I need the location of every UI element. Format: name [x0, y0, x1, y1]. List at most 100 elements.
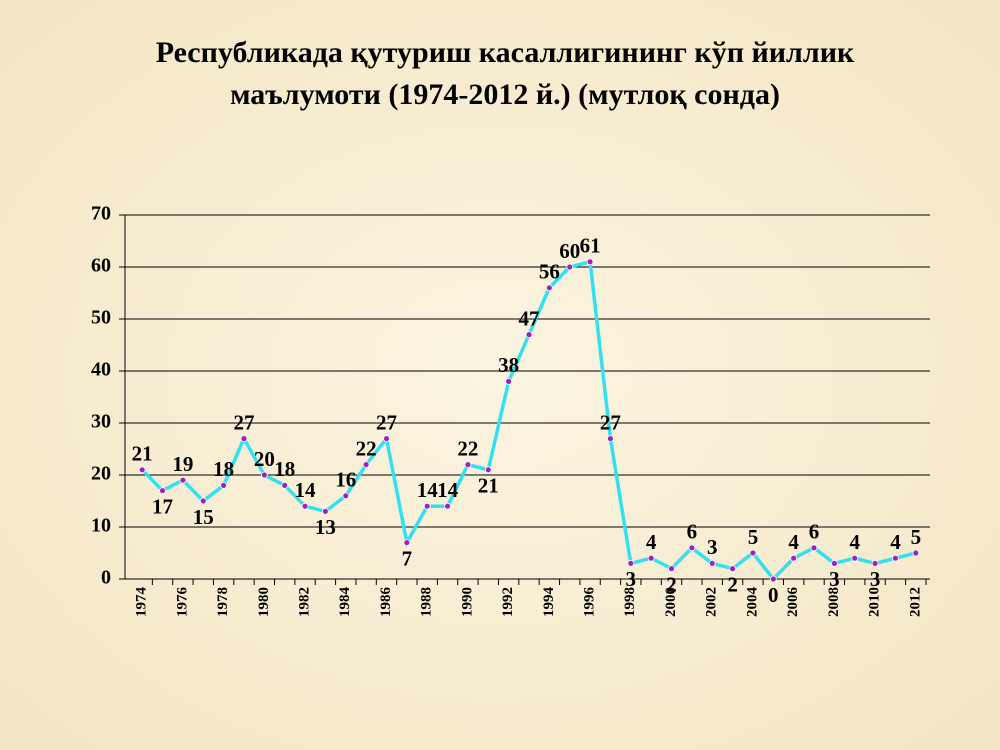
data-point — [545, 284, 553, 292]
data-point — [871, 560, 879, 567]
data-label: 47 — [519, 306, 540, 330]
x-tick-label: 1986 — [378, 587, 394, 618]
data-label: 14 — [295, 478, 317, 502]
data-point — [830, 560, 838, 567]
data-label: 4 — [890, 530, 901, 554]
data-point — [749, 549, 757, 557]
data-label: 2 — [727, 572, 738, 596]
data-point — [505, 377, 513, 385]
data-label: 4 — [646, 530, 657, 554]
data-point — [220, 481, 228, 489]
data-label: 7 — [402, 546, 413, 570]
y-tick-label: 70 — [91, 203, 111, 225]
data-point — [708, 560, 716, 567]
data-label: 15 — [193, 505, 214, 529]
x-tick-label: 1992 — [500, 587, 516, 617]
data-label: 17 — [152, 494, 173, 518]
x-tick-label: 2000 — [663, 587, 679, 617]
x-tick-label: 1974 — [134, 587, 150, 618]
data-label: 3 — [707, 535, 718, 559]
x-tick-label: 1984 — [337, 587, 353, 618]
x-tick-label: 1998 — [622, 587, 638, 617]
x-tick-label: 2002 — [704, 587, 720, 617]
data-point — [322, 507, 329, 515]
data-label: 27 — [376, 410, 397, 434]
data-label: 5 — [748, 525, 759, 549]
x-tick-label: 1978 — [215, 587, 231, 617]
y-tick-label: 60 — [91, 255, 111, 277]
data-point — [383, 435, 390, 443]
data-label: 21 — [132, 442, 153, 466]
y-tick-label: 30 — [91, 411, 111, 433]
data-point — [179, 476, 187, 484]
data-point — [566, 263, 574, 271]
x-tick-label: 1982 — [296, 587, 312, 617]
y-tick-label: 10 — [91, 515, 111, 537]
data-label: 38 — [498, 353, 519, 377]
data-point — [810, 544, 818, 552]
data-label: 14 — [437, 478, 459, 502]
x-tick-label: 1980 — [256, 587, 272, 617]
x-tick-label: 2004 — [744, 587, 760, 618]
data-point — [729, 565, 736, 572]
x-tick-label: 1996 — [582, 587, 598, 618]
data-point — [159, 487, 166, 495]
data-label: 3 — [626, 567, 637, 591]
data-label: 19 — [172, 452, 193, 476]
data-point — [444, 502, 451, 510]
y-tick-label: 50 — [91, 307, 111, 329]
data-point — [464, 461, 472, 469]
data-point — [851, 554, 859, 562]
data-point — [138, 466, 146, 474]
data-point — [790, 554, 798, 562]
data-label: 2 — [666, 572, 677, 596]
data-label: 3 — [829, 567, 840, 591]
data-label: 60 — [559, 239, 580, 263]
data-label: 14 — [417, 478, 439, 502]
data-point — [199, 497, 207, 505]
data-label: 4 — [849, 530, 860, 554]
x-tick-label: 1994 — [541, 587, 557, 618]
data-label: 61 — [580, 234, 601, 258]
data-point — [912, 549, 920, 557]
data-label: 16 — [335, 468, 356, 492]
data-point — [688, 544, 696, 552]
data-label: 3 — [870, 567, 881, 591]
data-point — [301, 502, 309, 510]
data-label: 22 — [356, 436, 377, 460]
y-tick-label: 40 — [91, 359, 111, 381]
data-point — [607, 435, 614, 443]
x-tick-label: 2010 — [867, 587, 883, 617]
x-tick-label: 2012 — [907, 587, 923, 617]
data-label: 6 — [809, 520, 820, 544]
data-point — [525, 331, 533, 339]
data-point — [342, 492, 350, 500]
data-point — [260, 471, 268, 479]
y-tick-label: 20 — [91, 463, 111, 485]
data-point — [423, 502, 431, 510]
data-label: 56 — [539, 260, 560, 284]
data-label: 22 — [457, 436, 478, 460]
x-tick-label: 2006 — [785, 587, 801, 618]
chart-title: маълумоти (1974-2012 й.) (мутлоқ сонда) — [230, 78, 780, 111]
data-label: 5 — [911, 525, 922, 549]
chart-title: Республикада қутуриш касаллигининг кўп й… — [156, 36, 855, 69]
data-point — [240, 435, 248, 443]
data-point — [647, 554, 655, 562]
x-tick-label: 1976 — [174, 587, 190, 618]
data-label: 13 — [315, 515, 336, 539]
data-point — [362, 461, 370, 469]
data-label: 27 — [600, 410, 621, 434]
data-label: 0 — [768, 583, 779, 607]
data-label: 21 — [478, 474, 499, 498]
data-point — [281, 481, 289, 489]
y-tick-label: 0 — [101, 567, 111, 589]
data-point — [586, 258, 594, 266]
data-point — [484, 466, 492, 474]
x-tick-label: 2008 — [826, 587, 842, 617]
x-tick-label: 1988 — [419, 587, 435, 617]
data-label: 18 — [274, 457, 295, 481]
